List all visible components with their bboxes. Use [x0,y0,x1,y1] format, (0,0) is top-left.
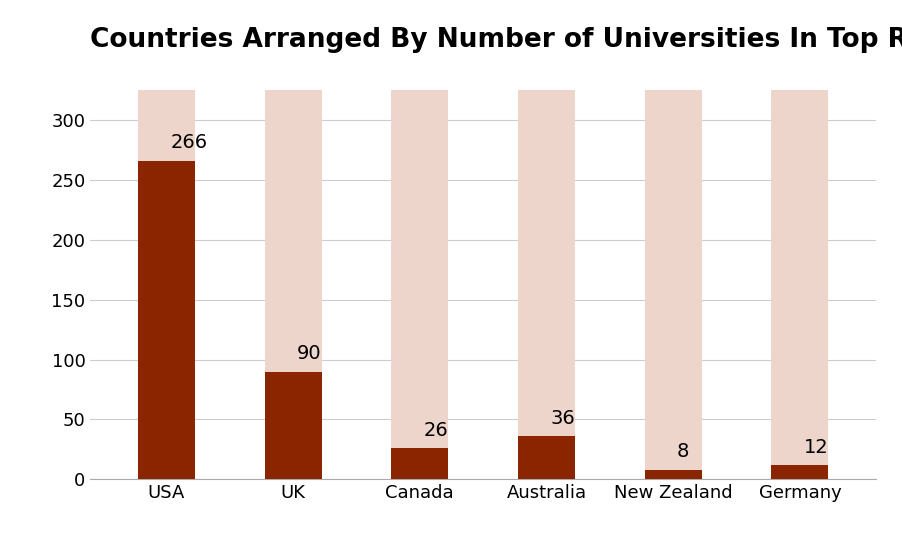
Bar [138,90,195,479]
Text: 8: 8 [676,442,688,461]
Bar [770,465,827,479]
Bar [138,161,195,479]
Text: Countries Arranged By Number of Universities In Top Ranks: Countries Arranged By Number of Universi… [90,26,902,53]
Bar [264,90,321,479]
Bar [644,470,701,479]
Text: 36: 36 [549,409,575,428]
Bar [518,90,575,479]
Text: 90: 90 [297,344,321,363]
Bar [391,90,447,479]
Bar [518,436,575,479]
Text: 12: 12 [803,437,827,457]
Text: 266: 266 [170,133,207,153]
Bar [644,90,701,479]
Bar [391,448,447,479]
Text: 26: 26 [423,421,447,440]
Bar [264,371,321,479]
Bar [770,90,827,479]
